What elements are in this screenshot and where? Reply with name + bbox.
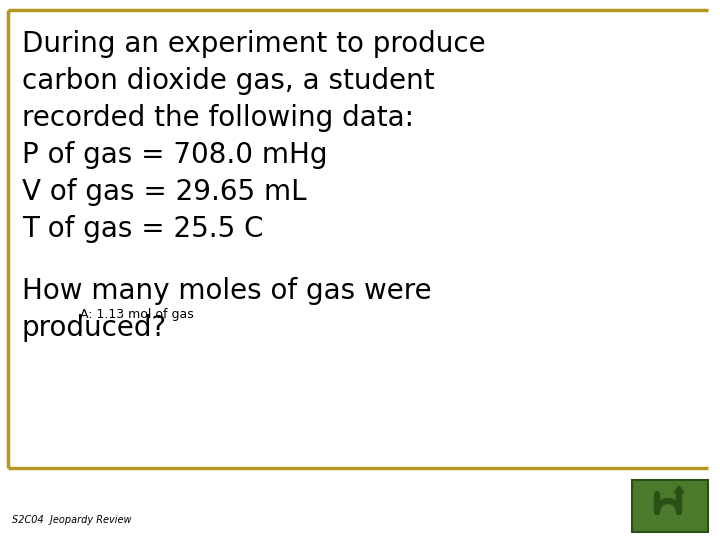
FancyArrow shape xyxy=(674,486,684,493)
Bar xyxy=(632,480,708,532)
Text: T of gas = 25.5 C: T of gas = 25.5 C xyxy=(22,215,264,243)
Text: How many moles of gas were: How many moles of gas were xyxy=(22,277,431,305)
Text: S2C04  Jeopardy Review: S2C04 Jeopardy Review xyxy=(12,515,132,525)
Text: produced?: produced? xyxy=(22,314,167,342)
Text: recorded the following data:: recorded the following data: xyxy=(22,104,414,132)
Text: A: 1.13 mol of gas: A: 1.13 mol of gas xyxy=(80,308,194,321)
Text: During an experiment to produce: During an experiment to produce xyxy=(22,30,485,58)
Text: V of gas = 29.65 mL: V of gas = 29.65 mL xyxy=(22,178,307,206)
Text: carbon dioxide gas, a student: carbon dioxide gas, a student xyxy=(22,67,435,95)
Text: P of gas = 708.0 mHg: P of gas = 708.0 mHg xyxy=(22,141,328,169)
